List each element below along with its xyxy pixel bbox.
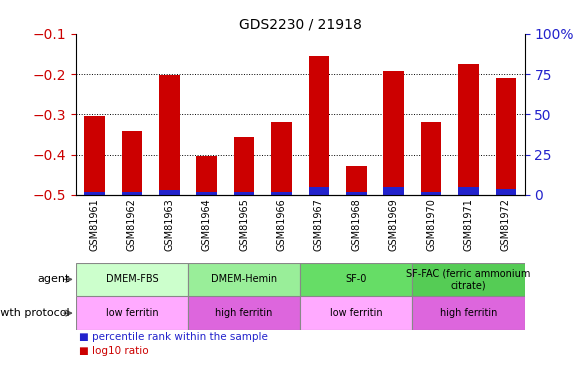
Bar — [308, 56, 329, 195]
Bar — [300, 262, 412, 296]
Bar — [458, 64, 479, 195]
Bar — [346, 192, 367, 195]
Bar — [421, 122, 441, 195]
Bar — [458, 187, 479, 195]
Text: high ferritin: high ferritin — [216, 308, 273, 318]
Text: DMEM-Hemin: DMEM-Hemin — [211, 274, 277, 284]
Bar — [76, 262, 188, 296]
Bar — [496, 78, 517, 195]
Bar — [234, 192, 254, 195]
Bar — [384, 71, 404, 195]
Text: SF-0: SF-0 — [346, 274, 367, 284]
Bar — [496, 189, 517, 195]
Bar — [159, 190, 180, 195]
Bar — [84, 116, 105, 195]
Bar — [188, 262, 300, 296]
Bar — [412, 262, 525, 296]
Bar — [188, 296, 300, 330]
Text: DMEM-FBS: DMEM-FBS — [106, 274, 158, 284]
Text: ■ percentile rank within the sample: ■ percentile rank within the sample — [79, 332, 268, 342]
Text: low ferritin: low ferritin — [106, 308, 158, 318]
Bar — [76, 296, 188, 330]
Bar — [196, 156, 217, 195]
Bar — [122, 130, 142, 195]
Title: GDS2230 / 21918: GDS2230 / 21918 — [239, 17, 361, 31]
Text: ■ log10 ratio: ■ log10 ratio — [79, 346, 148, 356]
Text: high ferritin: high ferritin — [440, 308, 497, 318]
Bar — [271, 192, 292, 195]
Bar — [421, 192, 441, 195]
Bar — [122, 192, 142, 195]
Bar — [84, 192, 105, 195]
Text: SF-FAC (ferric ammonium
citrate): SF-FAC (ferric ammonium citrate) — [406, 268, 531, 290]
Bar — [271, 123, 292, 195]
Bar — [412, 296, 525, 330]
Bar — [308, 187, 329, 195]
Bar — [159, 75, 180, 195]
Bar — [234, 136, 254, 195]
Text: agent: agent — [37, 274, 70, 284]
Bar — [300, 296, 412, 330]
Text: low ferritin: low ferritin — [330, 308, 382, 318]
Bar — [346, 166, 367, 195]
Bar — [384, 187, 404, 195]
Bar — [196, 192, 217, 195]
Text: growth protocol: growth protocol — [0, 308, 70, 318]
